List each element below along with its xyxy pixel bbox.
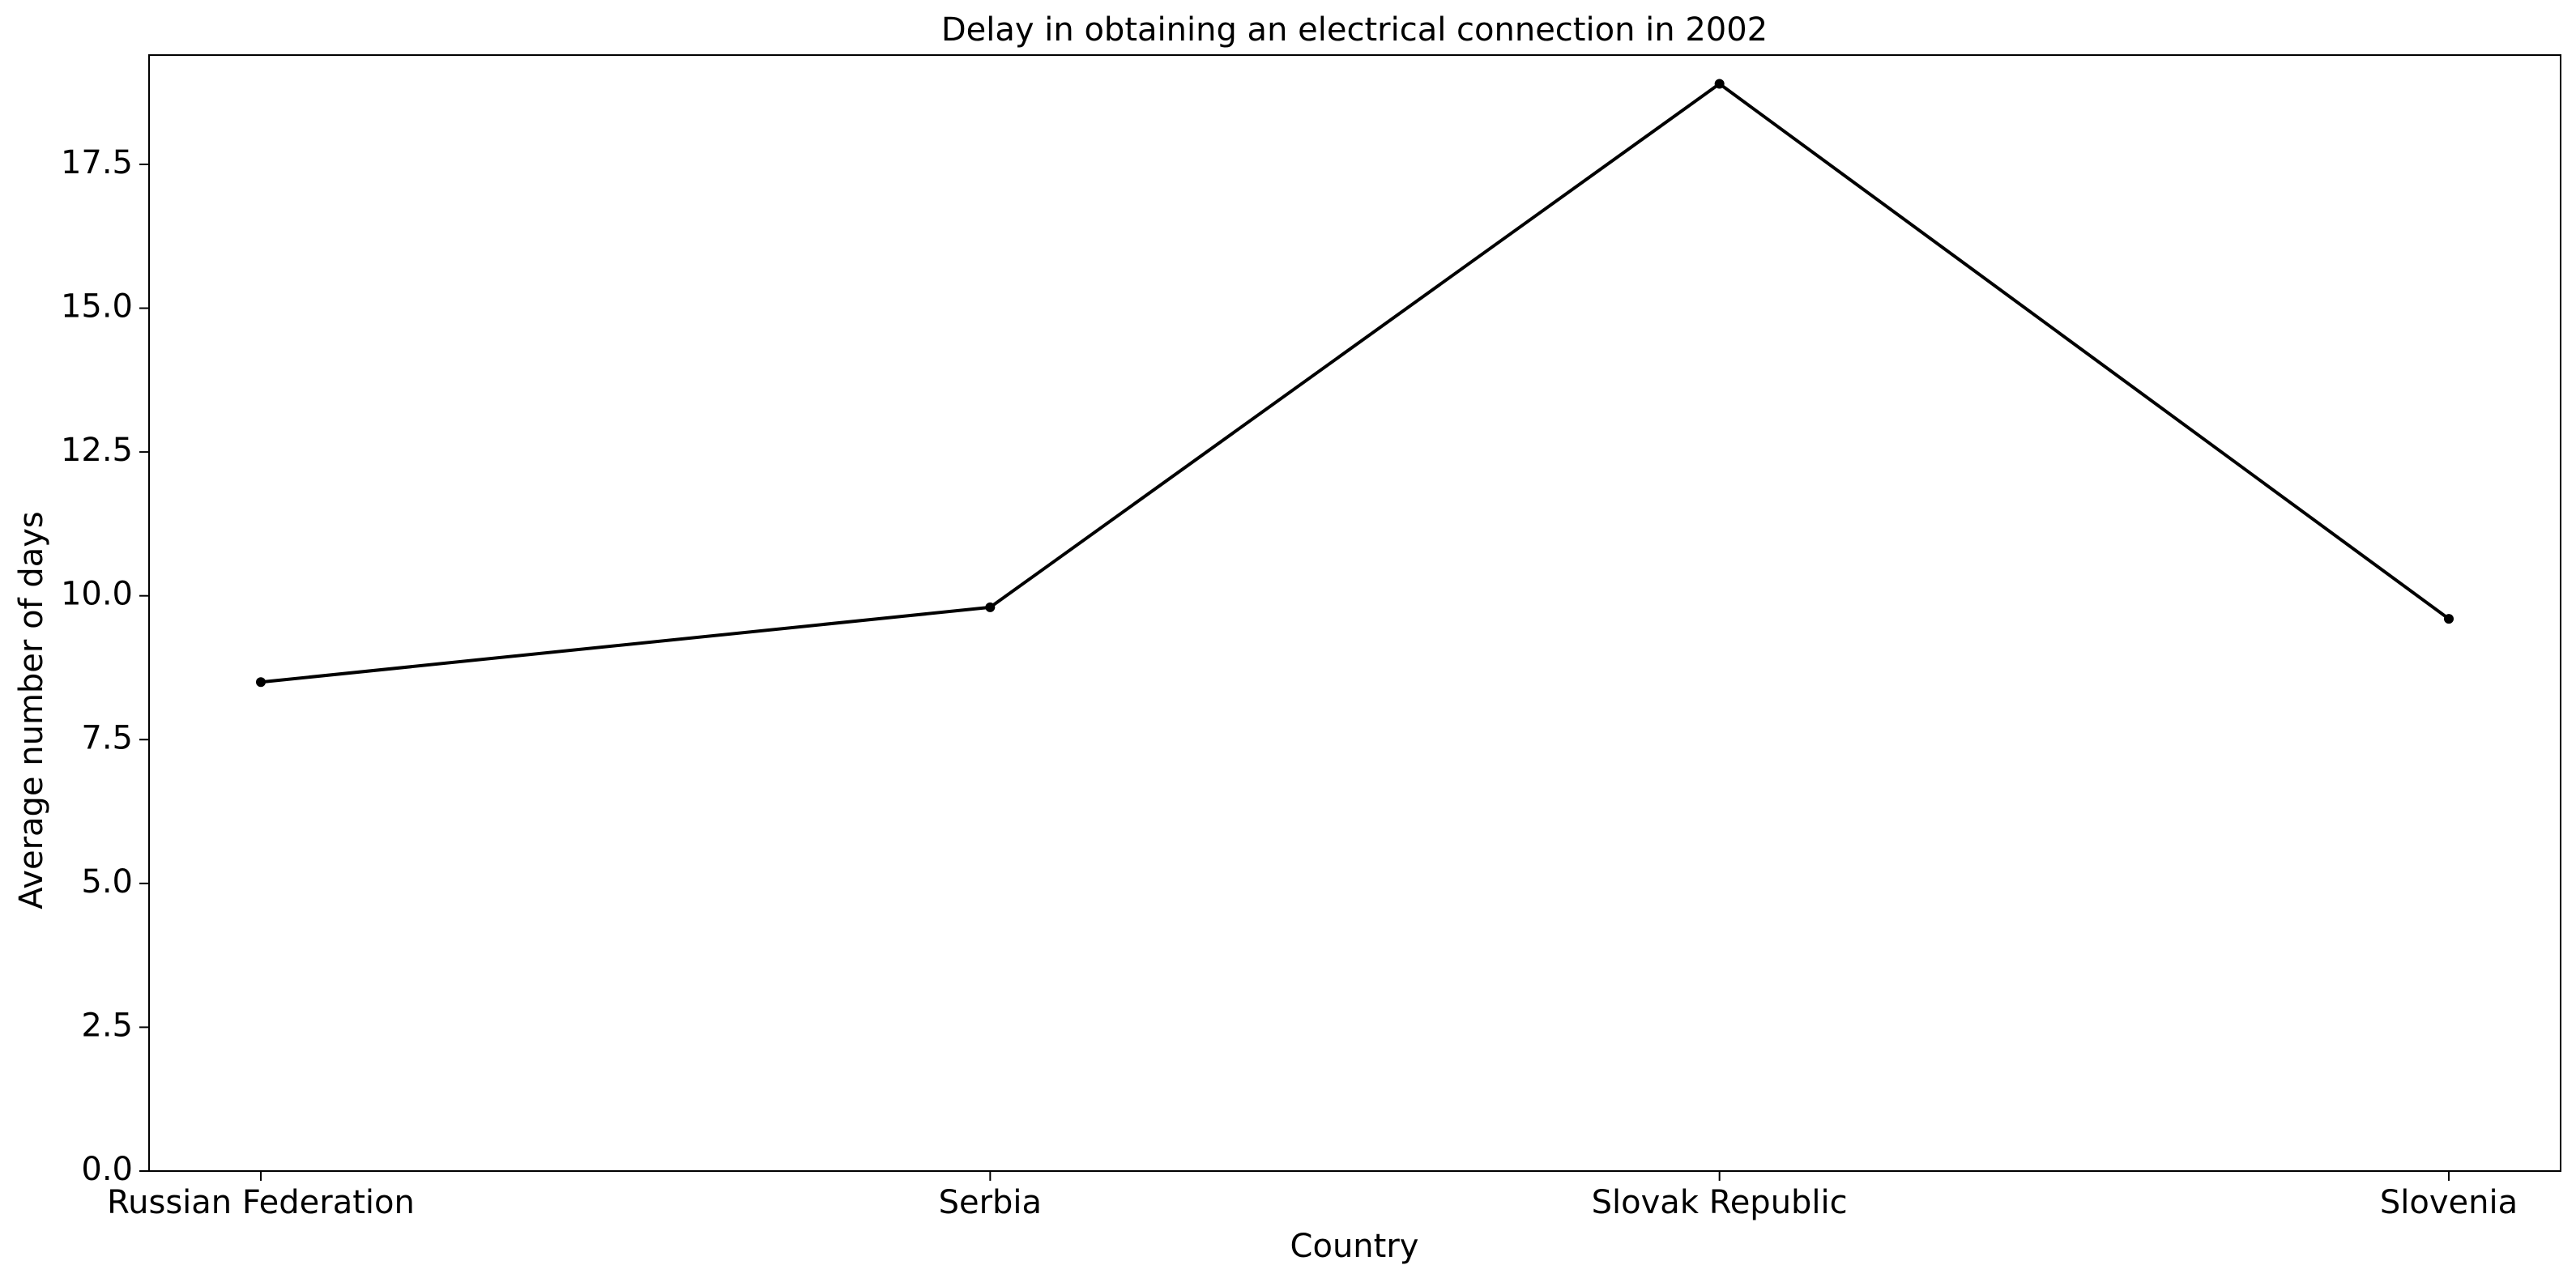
- data-point: [985, 602, 996, 612]
- data-point: [1714, 79, 1725, 89]
- y-tick-label: 17.5: [61, 144, 133, 181]
- y-tick-label: 0.0: [81, 1151, 133, 1188]
- x-tick-label: Slovenia: [2380, 1184, 2518, 1221]
- y-tick-label: 5.0: [81, 863, 133, 901]
- y-tick-label: 10.0: [61, 576, 133, 613]
- y-tick-label: 15.0: [61, 288, 133, 326]
- y-axis-label: Average number of days: [13, 511, 50, 909]
- x-axis-label: Country: [1290, 1228, 1419, 1265]
- x-tick-label: Russian Federation: [107, 1184, 415, 1221]
- y-tick-label: 2.5: [81, 1007, 133, 1044]
- x-tick-label: Slovak Republic: [1592, 1184, 1848, 1221]
- series-line: [260, 82, 2450, 684]
- plot-area: 0.0 2.5 5.0 7.5 10.0 12.5 15.0 17.5 Russian Fede…: [61, 54, 2561, 1221]
- data-point: [2444, 614, 2454, 624]
- x-tick-label: Serbia: [939, 1184, 1042, 1221]
- y-tick-label: 12.5: [61, 432, 133, 469]
- data-point: [256, 677, 266, 688]
- chart-title: Delay in obtaining an electrical connect…: [941, 11, 1768, 49]
- plot-frame: [148, 54, 2561, 1172]
- y-tick-label: 7.5: [81, 719, 133, 756]
